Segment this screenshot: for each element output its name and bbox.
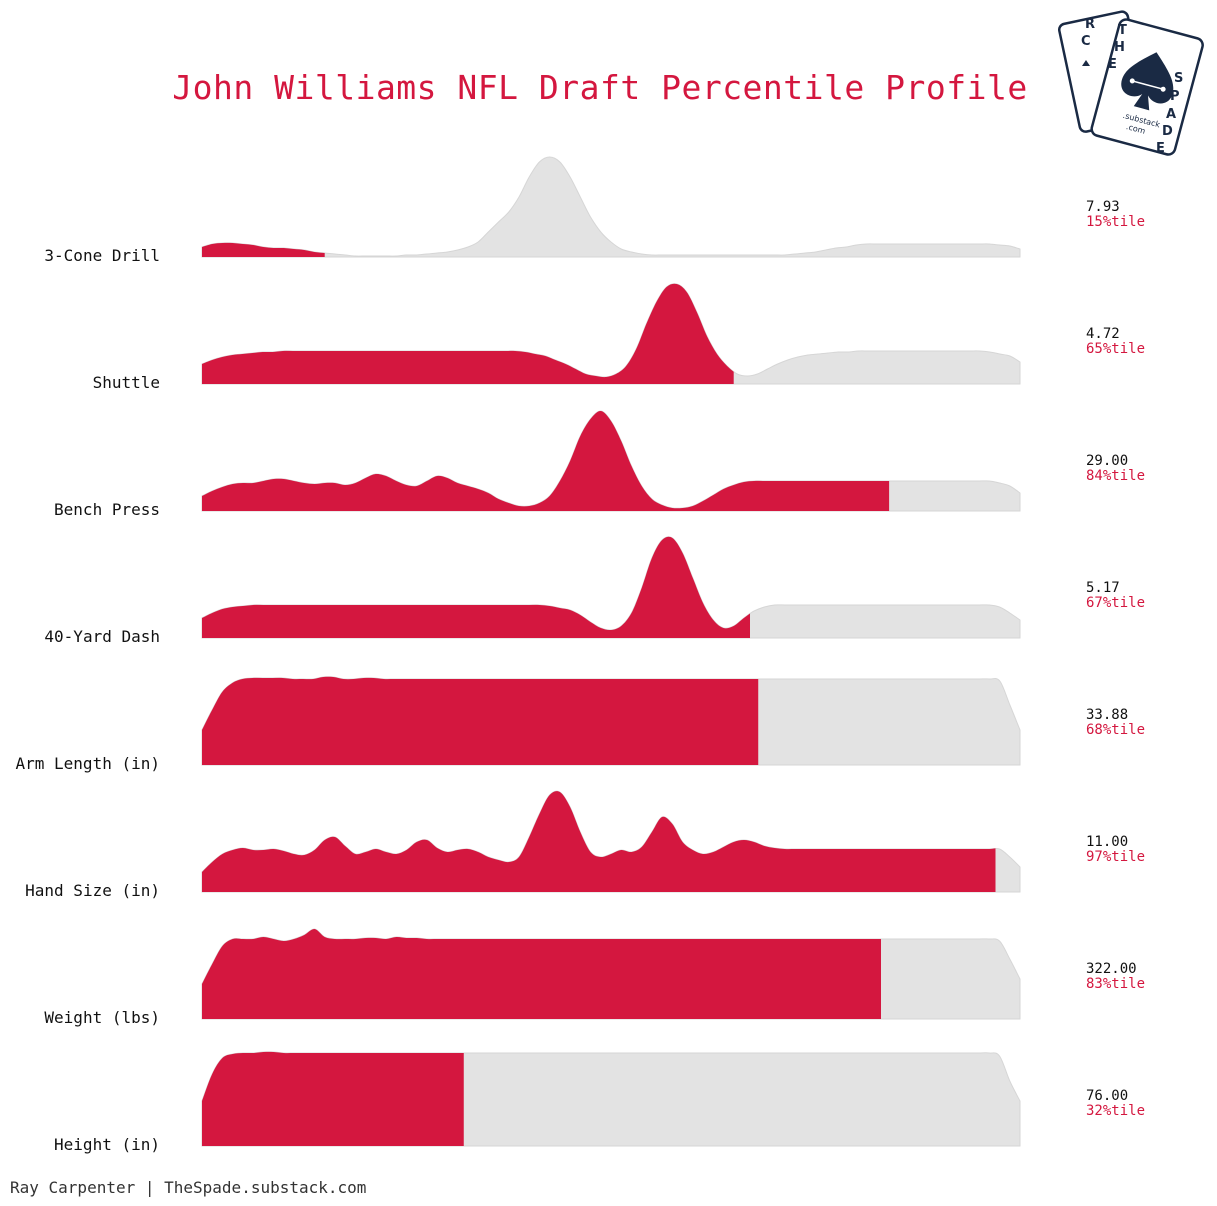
logo-letter-a: A [1166,107,1176,122]
logo-letter-h: H [1114,40,1125,55]
chart-title: John Williams NFL Draft Percentile Profi… [172,68,1028,107]
row-label-weight-lbs: Weight (lbs) [44,1008,160,1027]
percentile-fill-weight-lbs [202,928,881,1019]
percentile-fill-bench-press [202,410,890,511]
percentile-value-shuttle: 65%tile [1086,341,1145,357]
percentile-fill-40-yard-dash [202,536,751,638]
percentile-fill-arm-length-in [202,676,759,765]
row-label-shuttle: Shuttle [93,373,160,392]
percentile-fill-hand-size-in [202,791,996,892]
logo-letter-e2: E [1156,141,1165,156]
percentile-value-height-in: 32%tile [1086,1103,1145,1119]
row-label-hand-size-in: Hand Size (in) [25,881,160,900]
logo-letter-r: R [1085,17,1095,32]
small-spade-icon [1082,60,1090,66]
percentile-fill-shuttle [202,283,734,384]
percentile-fill-3-cone-drill [202,242,325,257]
row-label-height-in: Height (in) [54,1135,160,1154]
raw-value-hand-size-in: 11.00 [1086,834,1128,850]
logo-letter-t: T [1118,23,1127,38]
density-area-3-cone-drill [201,156,1021,258]
raw-value-weight-lbs: 322.00 [1086,961,1137,977]
logo-letter-d: D [1162,124,1173,139]
logo-letter-c: C [1081,34,1091,49]
percentile-fill-height-in [202,1051,464,1146]
percentile-value-bench-press: 84%tile [1086,468,1145,484]
raw-value-arm-length-in: 33.88 [1086,707,1128,723]
percentile-value-hand-size-in: 97%tile [1086,849,1145,865]
large-spade-icon [1121,52,1174,111]
raw-value-shuttle: 4.72 [1086,326,1120,342]
percentile-value-weight-lbs: 83%tile [1086,976,1145,992]
percentile-value-3-cone-drill: 15%tile [1086,214,1145,230]
raw-value-height-in: 76.00 [1086,1088,1128,1104]
logo-letter-p: P [1170,89,1180,104]
spade-card-logo-icon: R C .substack .com T H E S P A D E [1058,8,1206,167]
percentile-value-arm-length-in: 68%tile [1086,722,1145,738]
row-label-arm-length-in: Arm Length (in) [16,754,161,773]
percentile-value-40-yard-dash: 67%tile [1086,595,1145,611]
credit-text: Ray Carpenter | TheSpade.substack.com [10,1178,367,1197]
row-label-3-cone-drill: 3-Cone Drill [44,246,160,265]
raw-value-40-yard-dash: 5.17 [1086,580,1120,596]
logo-letter-e: E [1108,57,1117,72]
logo-letter-s: S [1174,71,1183,86]
raw-value-3-cone-drill: 7.93 [1086,199,1120,215]
raw-value-bench-press: 29.00 [1086,453,1128,469]
row-label-bench-press: Bench Press [54,500,160,519]
row-label-40-yard-dash: 40-Yard Dash [44,627,160,646]
